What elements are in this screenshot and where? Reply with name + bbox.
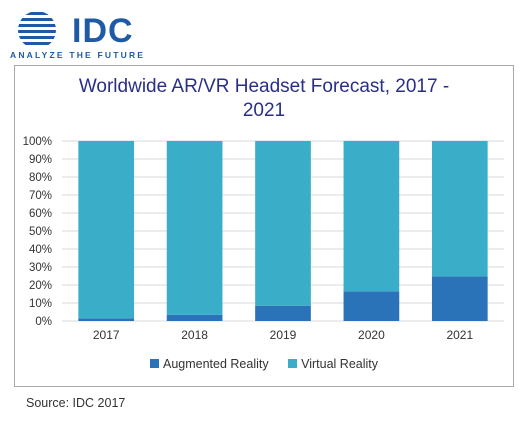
chart-frame <box>14 65 514 387</box>
y-tick-label: 0% <box>35 316 52 328</box>
stacked-bar-chart: 0% 10% 20% 30% 40% 50% 60% 70% 80% 90% 100% 2017 201… <box>23 136 504 342</box>
chart-title-line-2: 2021 <box>242 100 286 121</box>
x-tick-label: 2017 <box>93 328 120 342</box>
source-note: Source: IDC 2017 <box>26 396 126 410</box>
legend-label-augmented-reality: Augmented Reality <box>163 357 269 371</box>
y-tick-label: 40% <box>29 244 52 256</box>
y-tick-label: 10% <box>29 298 52 310</box>
globe-icon <box>18 12 56 45</box>
y-tick-label: 30% <box>29 262 52 274</box>
bar-virtual-reality-2020 <box>343 141 400 292</box>
y-tick-label: 50% <box>29 226 52 238</box>
chart-title-line-1: Worldwide AR/VR Headset Forecast, 2017 - <box>78 76 450 97</box>
y-tick-label: 20% <box>29 280 52 292</box>
bar-virtual-reality-2018 <box>166 141 223 315</box>
legend-item-augmented-reality: Augmented Reality <box>150 357 269 371</box>
legend-label-virtual-reality: Virtual Reality <box>301 357 378 371</box>
y-tick-label: 80% <box>29 172 52 184</box>
idc-logo: IDC ANALYZE THE FUTURE <box>10 10 170 60</box>
x-tick-label: 2020 <box>358 328 385 342</box>
y-tick-label: 90% <box>29 154 52 166</box>
x-tick-label: 2021 <box>446 328 473 342</box>
y-tick-label: 100% <box>23 136 52 148</box>
bar-augmented-reality-2020 <box>343 291 400 321</box>
bar-augmented-reality-2019 <box>255 305 311 321</box>
x-tick-label: 2018 <box>181 328 208 342</box>
legend-swatch-virtual-reality <box>288 359 298 368</box>
logo-wordmark: IDC <box>72 12 134 50</box>
y-tick-label: 60% <box>29 208 52 220</box>
bar-virtual-reality-2017 <box>78 141 135 319</box>
legend-item-virtual-reality: Virtual Reality <box>288 357 378 371</box>
chart-legend: Augmented Reality Virtual Reality <box>14 357 514 371</box>
legend-swatch-augmented-reality <box>150 359 159 368</box>
y-tick-label: 70% <box>29 190 52 202</box>
bar-virtual-reality-2021 <box>431 141 488 277</box>
bar-augmented-reality-2018 <box>166 314 223 321</box>
x-tick-label: 2019 <box>270 328 297 342</box>
bar-virtual-reality-2019 <box>255 141 311 306</box>
bar-augmented-reality-2017 <box>78 318 135 321</box>
logo-tagline: ANALYZE THE FUTURE <box>10 50 146 60</box>
chart-title: Worldwide AR/VR Headset Forecast, 2017 -… <box>14 75 514 123</box>
bar-augmented-reality-2021 <box>431 276 488 321</box>
